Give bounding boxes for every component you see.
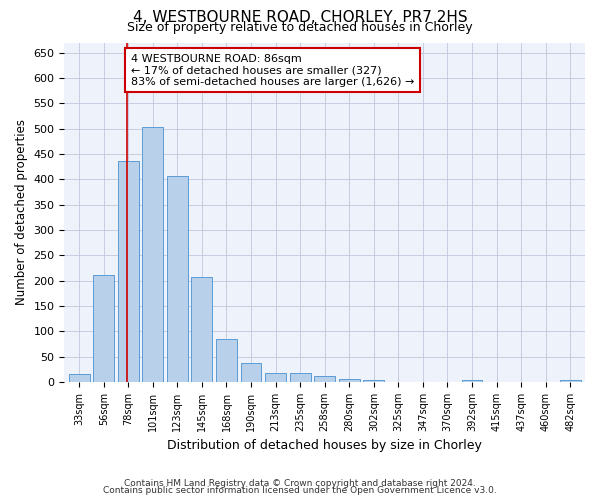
Text: Size of property relative to detached houses in Chorley: Size of property relative to detached ho… <box>127 22 473 35</box>
Bar <box>461 380 482 382</box>
Text: 4, WESTBOURNE ROAD, CHORLEY, PR7 2HS: 4, WESTBOURNE ROAD, CHORLEY, PR7 2HS <box>133 10 467 25</box>
Bar <box>142 127 163 382</box>
Bar <box>290 374 311 382</box>
Text: Contains public sector information licensed under the Open Government Licence v3: Contains public sector information licen… <box>103 486 497 495</box>
Bar <box>265 373 286 382</box>
Bar <box>364 380 384 382</box>
Bar <box>314 376 335 382</box>
Text: Contains HM Land Registry data © Crown copyright and database right 2024.: Contains HM Land Registry data © Crown c… <box>124 478 476 488</box>
X-axis label: Distribution of detached houses by size in Chorley: Distribution of detached houses by size … <box>167 440 482 452</box>
Bar <box>241 363 262 382</box>
Bar <box>118 160 139 382</box>
Bar <box>69 374 89 382</box>
Bar <box>560 380 581 382</box>
Bar <box>191 277 212 382</box>
Bar <box>167 176 188 382</box>
Bar <box>93 274 114 382</box>
Text: 4 WESTBOURNE ROAD: 86sqm
← 17% of detached houses are smaller (327)
83% of semi-: 4 WESTBOURNE ROAD: 86sqm ← 17% of detach… <box>131 54 414 87</box>
Bar <box>339 379 359 382</box>
Bar <box>216 339 237 382</box>
Y-axis label: Number of detached properties: Number of detached properties <box>15 120 28 306</box>
